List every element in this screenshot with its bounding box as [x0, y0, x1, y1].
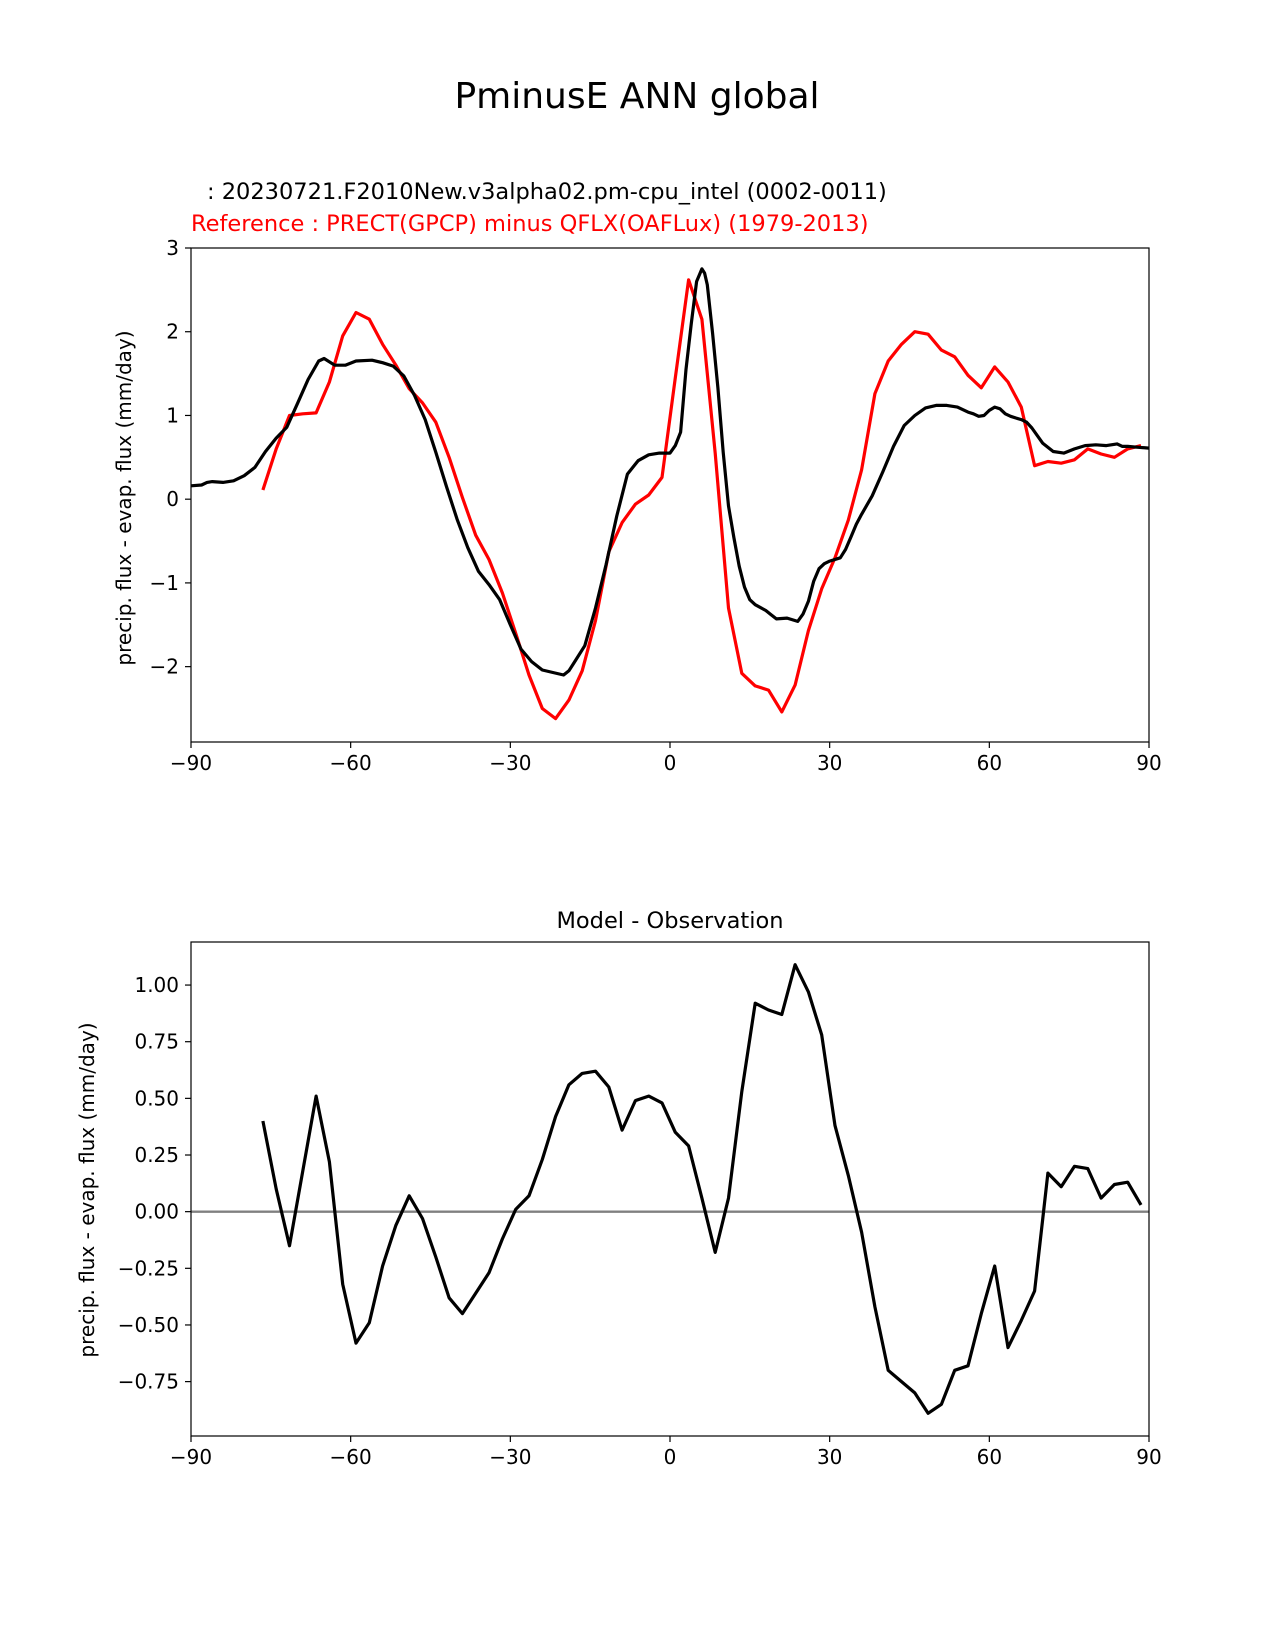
- bottom-x-tick-label: −60: [330, 1445, 372, 1469]
- top-chart: : 20230721.F2010New.v3alpha02.pm-cpu_int…: [112, 179, 1162, 775]
- top-x-tick-label: −90: [170, 751, 212, 775]
- bottom-y-tick-label: 0.25: [134, 1143, 179, 1167]
- top-series-group: [191, 267, 1149, 721]
- bottom-ticks-group: −90 −60 −30 0 30 60 90 −0.75 −0.50 −0.25 0.00 0.25 0…: [118, 973, 1162, 1469]
- bottom-x-tick-label: 90: [1136, 1445, 1161, 1469]
- bottom-y-tick-label: 0.00: [134, 1200, 179, 1224]
- bottom-y-tick-label: −0.75: [118, 1370, 179, 1394]
- bottom-y-tick-label: 0.50: [134, 1086, 179, 1110]
- top-x-tick-label: −60: [330, 751, 372, 775]
- bottom-chart: Model - Observation precip. flux - evap.…: [75, 908, 1162, 1469]
- test-case-label: : 20230721.F2010New.v3alpha02.pm-cpu_int…: [207, 179, 887, 205]
- top-y-tick-label: 0: [166, 487, 179, 511]
- bottom-y-tick-label: 0.75: [134, 1030, 179, 1054]
- bottom-difference-line: [261, 963, 1143, 1415]
- top-model-line: [191, 267, 1149, 677]
- top-reference-line: [261, 278, 1142, 721]
- bottom-y-tick-label: −0.25: [118, 1256, 179, 1280]
- bottom-x-tick-label: −90: [170, 1445, 212, 1469]
- bottom-axes-frame: [190, 941, 1150, 1437]
- top-y-tick-label: −2: [150, 655, 179, 679]
- top-y-tick-label: −1: [150, 571, 179, 595]
- bottom-x-tick-label: 0: [664, 1445, 677, 1469]
- bottom-y-tick-label: 1.00: [134, 973, 179, 997]
- top-x-tick-label: −30: [489, 751, 531, 775]
- figure-title: PminusE ANN global: [454, 76, 819, 117]
- diff-chart-title: Model - Observation: [557, 908, 784, 934]
- top-y-tick-label: 2: [166, 320, 179, 344]
- top-y-axis-label: precip. flux - evap. flux (mm/day): [112, 330, 136, 665]
- bottom-y-tick-label: −0.50: [118, 1313, 179, 1337]
- bottom-x-tick-label: 30: [817, 1445, 842, 1469]
- bottom-x-tick-label: −30: [489, 1445, 531, 1469]
- reference-label: Reference : PRECT(GPCP) minus QFLX(OAFLu…: [191, 211, 868, 237]
- top-x-tick-label: 60: [977, 751, 1002, 775]
- top-x-tick-label: 30: [817, 751, 842, 775]
- top-x-tick-label: 90: [1136, 751, 1161, 775]
- bottom-y-axis-label: precip. flux - evap. flux (mm/day): [75, 1022, 99, 1357]
- bottom-series-group: [191, 963, 1149, 1415]
- bottom-x-tick-label: 60: [977, 1445, 1002, 1469]
- top-y-tick-label: 1: [166, 403, 179, 427]
- top-y-tick-label: 3: [166, 236, 179, 260]
- top-ticks-group: −90 −60 −30 0 30 60 90 −2 −1 0 1 2 3: [150, 236, 1162, 775]
- top-axes-frame: [190, 247, 1150, 743]
- top-x-tick-label: 0: [664, 751, 677, 775]
